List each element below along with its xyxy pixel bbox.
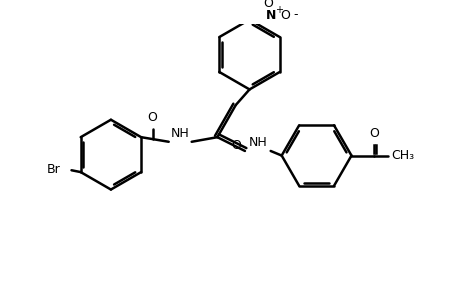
Text: O: O (263, 0, 273, 10)
Text: O: O (370, 127, 380, 140)
Text: NH: NH (171, 127, 190, 140)
Text: +: + (275, 5, 283, 15)
Text: O: O (231, 139, 241, 151)
Text: Br: Br (47, 163, 60, 176)
Text: CH₃: CH₃ (391, 149, 414, 162)
Text: -: - (293, 9, 298, 21)
Text: NH: NH (249, 136, 267, 149)
Text: N: N (266, 9, 277, 21)
Text: O: O (147, 111, 157, 124)
Text: O: O (280, 9, 290, 21)
